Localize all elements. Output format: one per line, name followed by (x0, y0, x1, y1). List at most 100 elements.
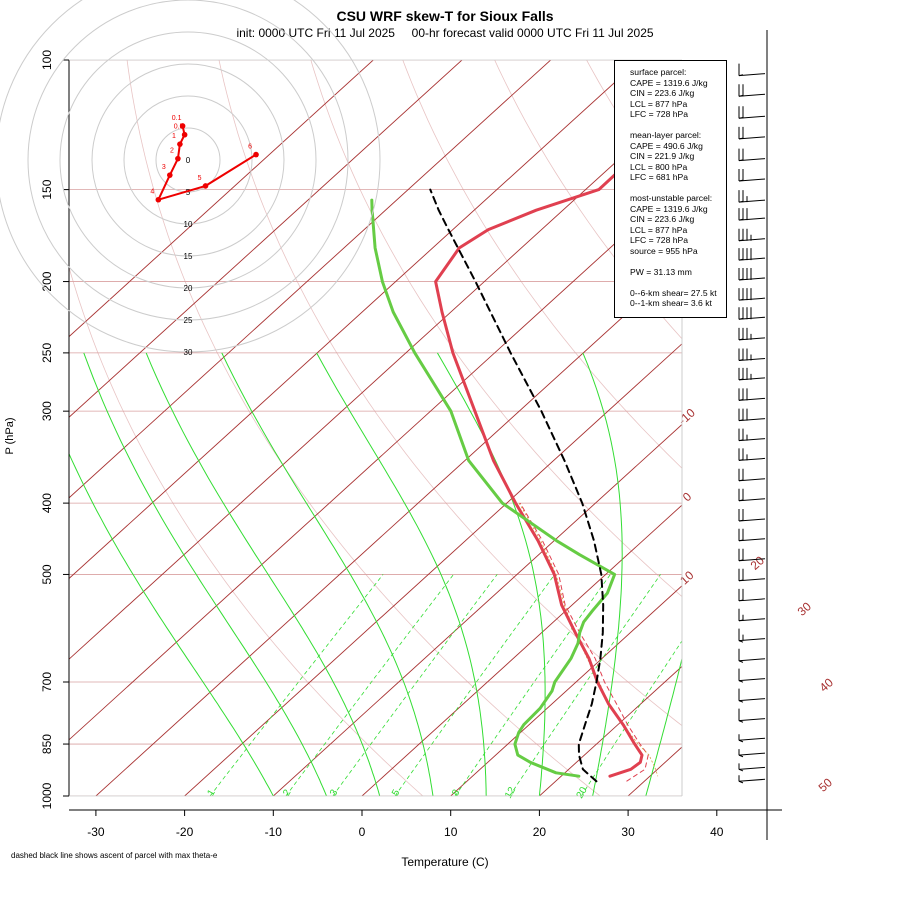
mixing-ratio-label: 5 (390, 787, 403, 798)
info-line: 0--6-km shear= 27.5 kt (630, 287, 717, 298)
isotherm-line (183, 343, 682, 796)
wind-barb (738, 548, 766, 562)
wind-barb-line (738, 578, 766, 582)
mixing-ratio-line (509, 574, 661, 796)
wind-barb-line (738, 518, 766, 522)
wind-barb-line (738, 158, 766, 162)
hodograph-point (175, 155, 181, 162)
wind-barb (738, 763, 766, 772)
wind-barb-line (738, 718, 766, 722)
hodograph: 0 5 10 15 20 25 30 0.1 0.5 1 2 3 4 5 6 (0, 0, 381, 357)
info-line: LCL = 877 hPa (630, 98, 688, 109)
hodograph-point (181, 131, 188, 138)
isotherm-line (788, 44, 900, 812)
wind-barb (738, 608, 766, 622)
wind-barb (738, 488, 766, 502)
wind-barb-line (738, 698, 766, 702)
wind-barb-line (738, 418, 766, 422)
hodograph-ring (27, 0, 349, 321)
wind-barb-line (738, 678, 766, 682)
y-tick-label: 500 (40, 564, 54, 584)
wind-barb-line (738, 766, 766, 770)
wind-barb (738, 148, 766, 162)
overlay-layer: 1 2 3 5 8 12 20 (205, 785, 589, 801)
info-line: CAPE = 1319.6 J/kg (630, 77, 708, 88)
info-line: LFC = 681 hPa (630, 172, 689, 182)
moist-adiabat (582, 352, 623, 796)
wind-barb (738, 327, 766, 341)
isotherm-line (95, 262, 682, 796)
wind-barb (738, 668, 766, 683)
moist-adiabat (645, 656, 682, 796)
wind-barb-line (738, 257, 766, 261)
hodograph-ring (0, 0, 381, 353)
mixing-ratio-label: 8 (450, 787, 463, 798)
info-line: LFC = 728 hPa (630, 109, 689, 119)
hodograph-point (253, 151, 259, 158)
wind-barb (738, 208, 766, 221)
mixing-ratio-label: 1 (205, 787, 218, 798)
wind-barbs (738, 30, 768, 840)
footnote: dashed black line shows ascent of parcel… (11, 851, 218, 860)
shear-info: 0--6-km shear= 27.5 kt 0--1-km shear= 3.… (630, 288, 726, 309)
wind-barb (738, 628, 766, 643)
precipitable-water: PW = 31.13 mm (630, 267, 726, 278)
dry-adiabat (126, 60, 601, 796)
wind-barb-line (738, 199, 766, 203)
mixing-ratio-line (209, 574, 384, 796)
hodograph-point (202, 183, 209, 189)
mixing-ratio-label: 12 (503, 785, 518, 801)
y-axis-label: P (hPa) (4, 417, 16, 454)
wind-barb (738, 126, 766, 140)
wind-barb (738, 734, 766, 743)
isotherm-line (700, 44, 900, 812)
wind-barb (738, 367, 766, 381)
wind-barb-line (738, 357, 766, 361)
wind-barb-line (738, 136, 766, 140)
parcel-info-box: surface parcel: CAPE = 1319.6 J/kg CIN =… (614, 60, 727, 318)
isotherm-label: 10 (677, 568, 697, 588)
hodograph-point-label: 0.1 (172, 115, 182, 122)
wind-barb (738, 307, 766, 320)
x-tick-label: 0 (359, 825, 366, 839)
y-tick-label: 300 (40, 401, 54, 421)
wind-barb (738, 267, 766, 281)
hodograph-point (167, 172, 173, 178)
wind-barb (738, 190, 766, 203)
info-line: CIN = 223.6 J/kg (630, 214, 695, 224)
isotherm-line (538, 665, 682, 796)
x-axis-label: Temperature (C) (401, 855, 488, 869)
wind-barb-line (738, 538, 766, 542)
surface-parcel-info: surface parcel: CAPE = 1319.6 J/kg CIN =… (630, 67, 726, 120)
mixing-ratio-line (332, 574, 498, 796)
hodograph-point-label: 5 (198, 175, 202, 182)
mixing-ratio-label: 3 (328, 787, 341, 798)
wind-barb (738, 775, 766, 784)
wind-barb-line (738, 618, 766, 622)
wind-barb (738, 84, 766, 97)
wind-barb-line (738, 316, 766, 320)
info-line: LCL = 877 hPa (630, 224, 688, 235)
chart-title: CSU WRF skew-T for Sioux Falls (336, 8, 553, 24)
isotherm-label: 20 (748, 553, 768, 573)
wind-barb-line (738, 277, 766, 281)
wind-barb (738, 749, 766, 758)
y-tick-label: 100 (40, 50, 54, 70)
hodograph-ring (59, 31, 317, 289)
wind-barb-line (738, 778, 766, 782)
wind-barb-line (738, 752, 766, 756)
wind-barb (738, 248, 766, 261)
info-line: CAPE = 490.6 J/kg (630, 140, 703, 151)
info-line: most-unstable parcel: (630, 193, 713, 203)
wind-barb-line (738, 558, 766, 562)
hodograph-ring-label: 30 (184, 348, 193, 357)
wind-barb-line (738, 377, 766, 381)
wind-barb-line (738, 115, 766, 119)
wind-barb (738, 106, 766, 119)
surface-parcel-path (518, 502, 659, 777)
hodograph-ring-label: 20 (184, 284, 193, 293)
info-line: source = 955 hPa (630, 245, 698, 256)
dry-adiabat (69, 265, 424, 796)
